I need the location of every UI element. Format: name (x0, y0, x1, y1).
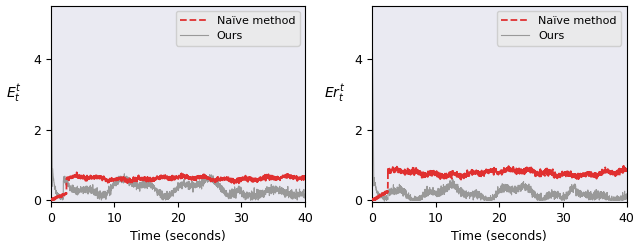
Naïve method (73, 171, 81, 174)
Naïve method (247, 179, 255, 182)
Ours (492, 193, 500, 196)
Ours (97, 198, 105, 201)
Ours (616, 198, 623, 201)
Legend: Naïve method, Ours: Naïve method, Ours (175, 11, 300, 46)
Y-axis label: $Er_t^t$: $Er_t^t$ (324, 82, 346, 104)
Ours (569, 186, 577, 188)
Ours (47, 9, 54, 12)
Y-axis label: $E_t^t$: $E_t^t$ (6, 82, 21, 104)
X-axis label: Time (seconds): Time (seconds) (451, 230, 547, 244)
Ours (381, 196, 389, 199)
Ours (294, 194, 301, 197)
Naïve method (623, 168, 630, 171)
Line: Naïve method: Naïve method (372, 166, 627, 200)
Naïve method (301, 177, 309, 180)
Ours (60, 176, 67, 179)
Naïve method (485, 171, 493, 174)
Ours (247, 194, 255, 197)
Line: Ours: Ours (372, 7, 627, 201)
Ours (381, 200, 388, 203)
Naïve method (164, 177, 172, 180)
Naïve method (381, 192, 389, 195)
Naïve method (615, 171, 623, 174)
Line: Ours: Ours (51, 11, 305, 200)
Naïve method (492, 169, 500, 172)
Naïve method (47, 199, 54, 202)
Ours (301, 192, 309, 195)
X-axis label: Time (seconds): Time (seconds) (130, 230, 226, 244)
Naïve method (294, 176, 301, 179)
Naïve method (620, 164, 628, 167)
Ours (171, 188, 179, 191)
Naïve method (60, 194, 67, 197)
Naïve method (568, 176, 576, 179)
Line: Naïve method: Naïve method (51, 172, 305, 200)
Ours (294, 190, 301, 193)
Naïve method (171, 176, 179, 179)
Ours (623, 195, 630, 198)
Ours (615, 197, 623, 200)
Ours (368, 6, 376, 9)
Legend: Naïve method, Ours: Naïve method, Ours (497, 11, 621, 46)
Ours (485, 198, 493, 201)
Naïve method (294, 176, 301, 179)
Naïve method (368, 199, 376, 202)
Naïve method (615, 170, 623, 173)
Ours (164, 193, 172, 196)
